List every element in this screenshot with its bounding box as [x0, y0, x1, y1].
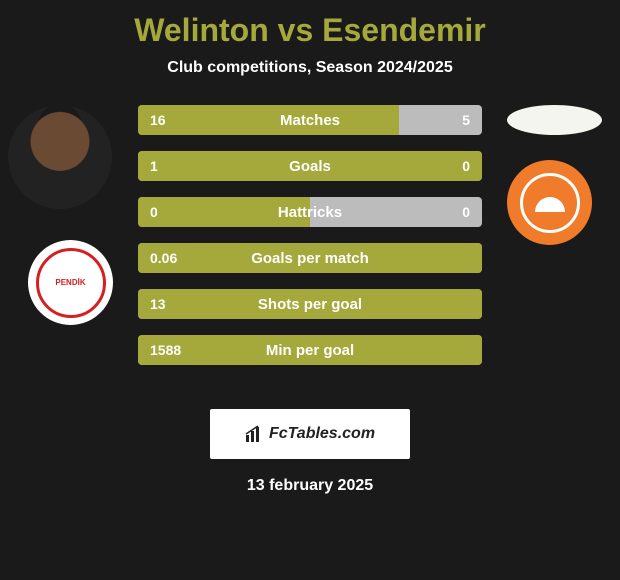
- left-club-badge: PENDİK: [28, 240, 113, 325]
- stat-label: Min per goal: [138, 335, 482, 365]
- stat-row: 0.06Goals per match: [138, 243, 482, 273]
- adanaspor-badge-icon: [520, 173, 580, 233]
- stat-row: 1588Min per goal: [138, 335, 482, 365]
- right-club-badge: [507, 160, 592, 245]
- left-player-photo: [8, 105, 112, 209]
- stat-row: 0Hattricks0: [138, 197, 482, 227]
- comparison-body: PENDİK 16Matches51Goals00Hattricks00.06G…: [0, 105, 620, 405]
- right-player-photo: [507, 105, 602, 135]
- comparison-title: Welinton vs Esendemir: [0, 0, 620, 49]
- pendik-badge-icon: PENDİK: [36, 248, 106, 318]
- player-face-icon: [8, 105, 112, 209]
- stat-label: Goals: [138, 151, 482, 181]
- stat-right-value: 0: [462, 151, 470, 181]
- chart-icon: [245, 425, 263, 443]
- stat-right-value: 5: [462, 105, 470, 135]
- brand-box[interactable]: FcTables.com: [210, 409, 410, 459]
- stat-row: 13Shots per goal: [138, 289, 482, 319]
- stat-row: 1Goals0: [138, 151, 482, 181]
- stat-right-value: 0: [462, 197, 470, 227]
- comparison-subtitle: Club competitions, Season 2024/2025: [0, 59, 620, 77]
- snapshot-date: 13 february 2025: [0, 477, 620, 495]
- stat-rows-container: 16Matches51Goals00Hattricks00.06Goals pe…: [138, 105, 482, 381]
- stat-row: 16Matches5: [138, 105, 482, 135]
- brand-label: FcTables.com: [269, 425, 375, 443]
- stat-label: Matches: [138, 105, 482, 135]
- stat-label: Shots per goal: [138, 289, 482, 319]
- stat-label: Goals per match: [138, 243, 482, 273]
- left-club-label: PENDİK: [55, 278, 85, 287]
- stat-label: Hattricks: [138, 197, 482, 227]
